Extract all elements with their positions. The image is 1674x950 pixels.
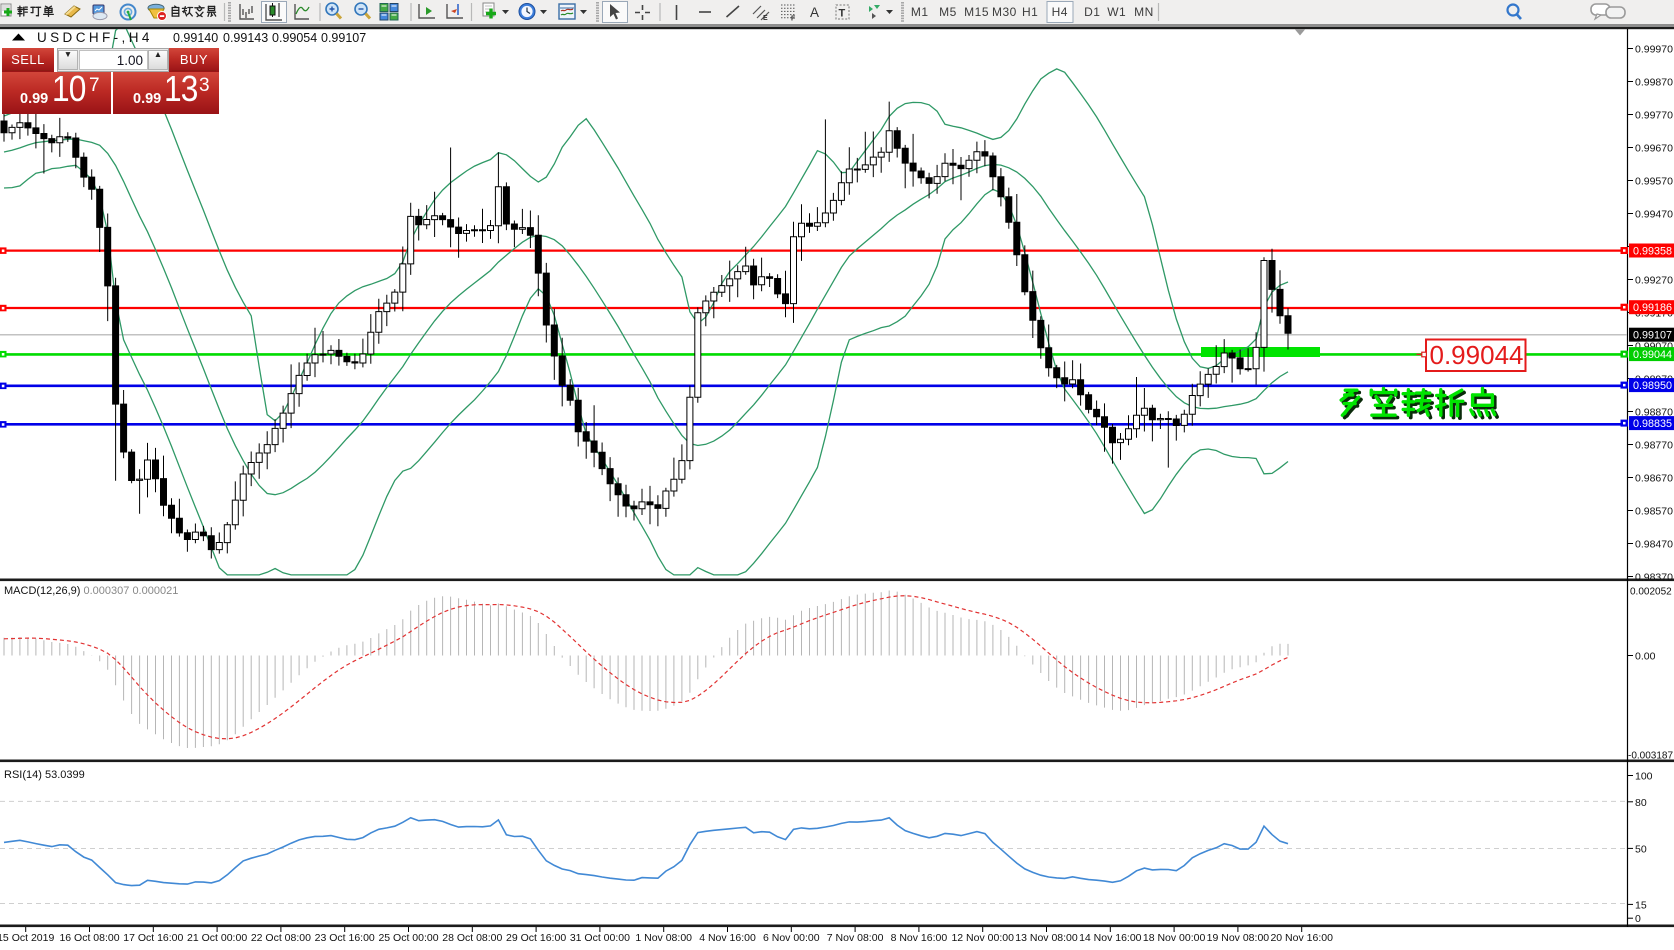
svg-text:6 Nov 00:00: 6 Nov 00:00 xyxy=(763,932,820,944)
svg-text:0.00: 0.00 xyxy=(1635,651,1656,663)
svg-text:H1: H1 xyxy=(1022,5,1038,19)
svg-text:22 Oct 08:00: 22 Oct 08:00 xyxy=(251,932,311,944)
svg-text:0.98570: 0.98570 xyxy=(1635,506,1673,518)
svg-text:0.98670: 0.98670 xyxy=(1635,473,1673,485)
svg-text:0.99107: 0.99107 xyxy=(1633,330,1672,342)
svg-text:15: 15 xyxy=(1635,899,1647,911)
svg-text:-0.003187: -0.003187 xyxy=(1628,751,1673,762)
svg-text:17 Oct 16:00: 17 Oct 16:00 xyxy=(123,932,183,944)
svg-text:100: 100 xyxy=(1635,771,1653,783)
svg-text:12 Nov 00:00: 12 Nov 00:00 xyxy=(951,932,1014,944)
svg-text:0.99670: 0.99670 xyxy=(1635,143,1673,155)
svg-text:0.99140: 0.99140 xyxy=(173,31,218,45)
svg-text:31 Oct 00:00: 31 Oct 00:00 xyxy=(570,932,630,944)
svg-text:0.98370: 0.98370 xyxy=(1635,572,1673,584)
svg-text:0.99186: 0.99186 xyxy=(1633,302,1672,314)
svg-text:H4: H4 xyxy=(1052,5,1068,19)
svg-text:0.99044: 0.99044 xyxy=(1430,340,1524,370)
svg-text:RSI(14) 53.0399: RSI(14) 53.0399 xyxy=(4,769,85,781)
svg-text:0.99270: 0.99270 xyxy=(1635,275,1673,287)
svg-text:50: 50 xyxy=(1635,843,1647,855)
svg-text:0.99570: 0.99570 xyxy=(1635,176,1673,188)
svg-text:0.98950: 0.98950 xyxy=(1633,380,1672,392)
svg-text:29 Oct 16:00: 29 Oct 16:00 xyxy=(506,932,566,944)
svg-text:0.002052: 0.002052 xyxy=(1630,587,1672,598)
svg-text:21 Oct 00:00: 21 Oct 00:00 xyxy=(187,932,247,944)
svg-text:MACD(12,26,9) 0.000307 0.00002: MACD(12,26,9) 0.000307 0.000021 xyxy=(4,585,178,597)
svg-text:1 Nov 08:00: 1 Nov 08:00 xyxy=(635,932,692,944)
svg-text:0.98470: 0.98470 xyxy=(1635,539,1673,551)
svg-text:16 Oct 08:00: 16 Oct 08:00 xyxy=(59,932,119,944)
svg-text:F: F xyxy=(791,16,796,23)
svg-text:13 Nov 08:00: 13 Nov 08:00 xyxy=(1015,932,1078,944)
svg-text:0.99107: 0.99107 xyxy=(321,31,366,45)
svg-text:W1: W1 xyxy=(1107,5,1126,19)
svg-text:0.98835: 0.98835 xyxy=(1633,418,1672,430)
svg-text:23 Oct 16:00: 23 Oct 16:00 xyxy=(315,932,375,944)
svg-text:14 Nov 16:00: 14 Nov 16:00 xyxy=(1079,932,1142,944)
svg-text:0.99358: 0.99358 xyxy=(1633,246,1672,258)
svg-text:28 Oct 08:00: 28 Oct 08:00 xyxy=(442,932,502,944)
svg-text:4 Nov 16:00: 4 Nov 16:00 xyxy=(699,932,756,944)
svg-text:D1: D1 xyxy=(1084,5,1100,19)
svg-text:E: E xyxy=(763,15,768,22)
svg-text:0.99870: 0.99870 xyxy=(1635,77,1673,89)
svg-text:M1: M1 xyxy=(911,5,929,19)
svg-text:A: A xyxy=(810,5,819,20)
svg-text:T: T xyxy=(839,8,846,20)
svg-text:0.99143: 0.99143 xyxy=(223,31,268,45)
svg-text:0.99970: 0.99970 xyxy=(1635,44,1673,56)
svg-text:0.99770: 0.99770 xyxy=(1635,110,1673,122)
svg-text:0.98770: 0.98770 xyxy=(1635,440,1673,452)
svg-text:M5: M5 xyxy=(939,5,957,19)
svg-text:20 Nov 16:00: 20 Nov 16:00 xyxy=(1270,932,1333,944)
svg-text:M15: M15 xyxy=(964,5,989,19)
svg-text:19 Nov 08:00: 19 Nov 08:00 xyxy=(1207,932,1270,944)
svg-text:0: 0 xyxy=(1635,913,1641,925)
svg-text:8 Nov 16:00: 8 Nov 16:00 xyxy=(891,932,948,944)
svg-text:MN: MN xyxy=(1134,5,1154,19)
svg-text:USDCHF-,H4: USDCHF-,H4 xyxy=(37,30,153,45)
svg-text:0.99044: 0.99044 xyxy=(1633,349,1672,361)
svg-text:0.99054: 0.99054 xyxy=(272,31,317,45)
svg-text:80: 80 xyxy=(1635,797,1647,809)
svg-text:0.98870: 0.98870 xyxy=(1635,407,1673,419)
svg-text:0.99470: 0.99470 xyxy=(1635,209,1673,221)
svg-text:7 Nov 08:00: 7 Nov 08:00 xyxy=(827,932,884,944)
svg-text:M30: M30 xyxy=(992,5,1017,19)
svg-text:18 Nov 00:00: 18 Nov 00:00 xyxy=(1143,932,1206,944)
svg-text:25 Oct 00:00: 25 Oct 00:00 xyxy=(378,932,438,944)
svg-text:15 Oct 2019: 15 Oct 2019 xyxy=(0,932,54,944)
